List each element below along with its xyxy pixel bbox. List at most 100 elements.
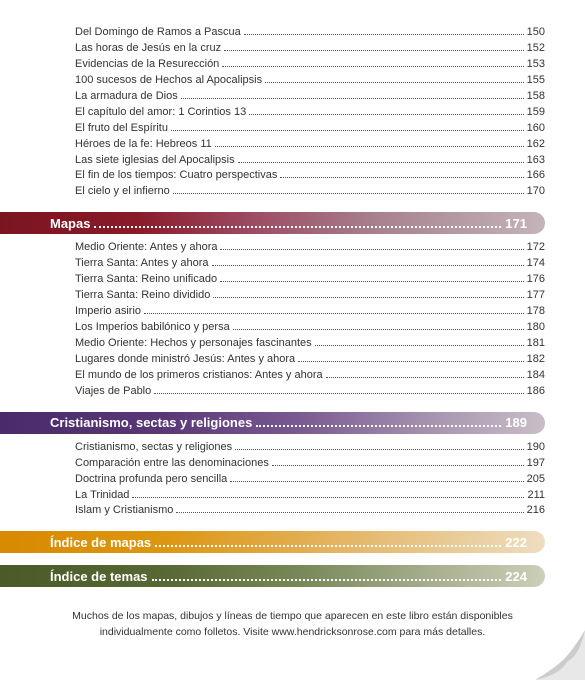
toc-entry: Tierra Santa: Reino unificado 176 (75, 272, 545, 288)
section-page: 224 (505, 569, 527, 584)
footnote-line2: individualmente como folletos. Visite ww… (100, 626, 486, 638)
toc-dots (249, 114, 523, 115)
section-dots (155, 545, 501, 547)
toc-entry: El fin de los tiempos: Cuatro perspectiv… (75, 168, 545, 184)
toc-entry: El capítulo del amor: 1 Corintios 13 159 (75, 105, 545, 121)
section-title: Índice de temas (50, 569, 148, 584)
toc-entry-label: Cristianismo, sectas y religiones (75, 440, 232, 456)
toc-entry-page: 177 (527, 288, 545, 304)
section-header: Índice de mapas222 (0, 531, 545, 553)
toc-entry-page: 176 (527, 272, 545, 288)
toc-section-list: Cristianismo, sectas y religiones190Comp… (75, 440, 545, 520)
toc-entry-label: El cielo y el infierno (75, 184, 170, 200)
toc-dots (181, 98, 524, 99)
toc-entry-page: 150 (527, 25, 545, 41)
toc-entry-page: 158 (527, 89, 545, 105)
toc-entry: Medio Oriente: Hechos y personajes fasci… (75, 336, 545, 352)
toc-entry: Viajes de Pablo186 (75, 384, 545, 400)
toc-dots (171, 130, 524, 131)
toc-entry-label: El mundo de los primeros cristianos: Ant… (75, 368, 323, 384)
toc-entry-page: 174 (527, 256, 545, 272)
toc-entry-page: 180 (527, 320, 545, 336)
section-header: Índice de temas 224 (0, 565, 545, 587)
toc-entry-label: Tierra Santa: Reino unificado (75, 272, 217, 288)
toc-entry-page: 172 (527, 240, 545, 256)
toc-entry-page: 152 (527, 41, 545, 57)
toc-entry: La Trinidad211 (75, 488, 545, 504)
toc-entry-page: 170 (527, 184, 545, 200)
section-dots (256, 425, 501, 427)
toc-first-list: Del Domingo de Ramos a Pascua 150 Las hora… (75, 25, 545, 200)
section-header: Cristianismo, sectas y religiones 189 (0, 412, 545, 434)
toc-entry-page: 182 (527, 352, 545, 368)
toc-entry-label: 100 sucesos de Hechos al Apocalipsis (75, 73, 262, 89)
toc-dots (222, 66, 523, 67)
toc-entry: Los Imperios babilónico y persa 180 (75, 320, 545, 336)
section-page: 189 (505, 415, 527, 430)
toc-entry-label: Islam y Cristianismo (75, 503, 173, 519)
toc-entry-page: 181 (527, 336, 545, 352)
toc-entry-label: Evidencias de la Resurección (75, 57, 219, 73)
toc-entry: Del Domingo de Ramos a Pascua 150 (75, 25, 545, 41)
toc-entry-label: Los Imperios babilónico y persa (75, 320, 230, 336)
toc-entry: Medio Oriente: Antes y ahora 172 (75, 240, 545, 256)
toc-entry-page: 178 (527, 304, 545, 320)
toc-entry-page: 159 (527, 105, 545, 121)
toc-entry-label: La Trinidad (75, 488, 129, 504)
toc-dots (326, 377, 524, 378)
toc-entry-label: La armadura de Dios (75, 89, 178, 105)
toc-entry-label: Del Domingo de Ramos a Pascua (75, 25, 241, 41)
toc-dots (215, 146, 524, 147)
toc-entry-label: El fin de los tiempos: Cuatro perspectiv… (75, 168, 277, 184)
toc-dots (272, 465, 524, 466)
toc-entry: Evidencias de la Resurección153 (75, 57, 545, 73)
toc-entry: Tierra Santa: Antes y ahora174 (75, 256, 545, 272)
toc-dots (212, 265, 524, 266)
toc-entry-page: 155 (527, 73, 545, 89)
toc-entry: Imperio asirio178 (75, 304, 545, 320)
toc-dots (144, 313, 524, 314)
toc-entry-label: Medio Oriente: Antes y ahora (75, 240, 217, 256)
toc-dots (315, 345, 524, 346)
toc-entry-label: Las siete iglesias del Apocalipsis (75, 153, 235, 169)
toc-entry: Las siete iglesias del Apocalipsis 163 (75, 153, 545, 169)
footnote-line1: Muchos de los mapas, dibujos y líneas de… (72, 610, 513, 622)
toc-dots (176, 512, 523, 513)
toc-entry: Comparación entre las denominaciones 197 (75, 456, 545, 472)
section-title: Cristianismo, sectas y religiones (50, 415, 252, 430)
toc-dots (132, 497, 524, 498)
toc-entry-page: 216 (527, 503, 545, 519)
toc-entry: Islam y Cristianismo 216 (75, 503, 545, 519)
toc-entry-label: Lugares donde ministró Jesús: Antes y ah… (75, 352, 295, 368)
toc-entry-label: Héroes de la fe: Hebreos 11 (75, 137, 212, 153)
toc-dots (173, 193, 524, 194)
toc-entry-label: El capítulo del amor: 1 Corintios 13 (75, 105, 246, 121)
toc-entry-page: 186 (527, 384, 545, 400)
toc-entry: 100 sucesos de Hechos al Apocalipsis 155 (75, 73, 545, 89)
toc-entry-page: 205 (527, 472, 545, 488)
toc-dots (230, 481, 523, 482)
toc-entry-page: 184 (527, 368, 545, 384)
toc-dots (233, 329, 524, 330)
toc-entry: Tierra Santa: Reino dividido177 (75, 288, 545, 304)
footnote: Muchos de los mapas, dibujos y líneas de… (30, 609, 555, 641)
section-title: Mapas (50, 216, 90, 231)
toc-entry: Héroes de la fe: Hebreos 11 162 (75, 137, 545, 153)
toc-entry: Doctrina profunda pero sencilla205 (75, 472, 545, 488)
toc-section-list: Medio Oriente: Antes y ahora172Tierra Sa… (75, 240, 545, 399)
toc-entry-page: 190 (527, 440, 545, 456)
section-dots (152, 579, 502, 581)
toc-entry-page: 163 (527, 153, 545, 169)
toc-dots (265, 82, 524, 83)
toc-entry-page: 162 (527, 137, 545, 153)
toc-entry-label: Comparación entre las denominaciones (75, 456, 269, 472)
toc-dots (213, 297, 523, 298)
toc-entry-label: Las horas de Jesús en la cruz (75, 41, 221, 57)
toc-entry-page: 160 (527, 121, 545, 137)
section-page: 222 (505, 535, 527, 550)
toc-entry: El mundo de los primeros cristianos: Ant… (75, 368, 545, 384)
section-dots (94, 226, 501, 228)
toc-entry: Cristianismo, sectas y religiones 190 (75, 440, 545, 456)
toc-dots (280, 177, 523, 178)
toc-entry-page: 197 (527, 456, 545, 472)
